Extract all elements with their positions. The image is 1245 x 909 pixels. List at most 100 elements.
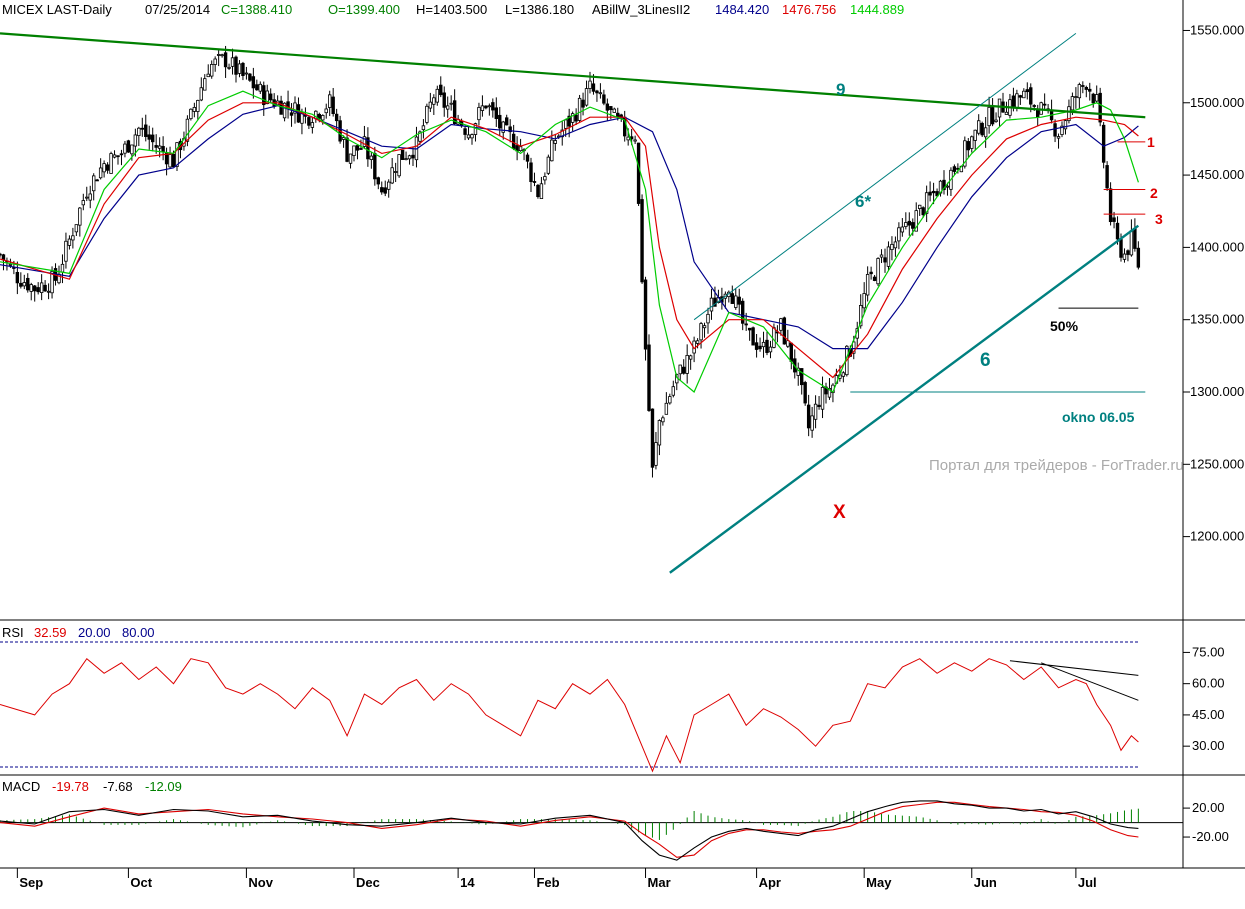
- candle-body: [366, 137, 370, 160]
- price-panel: 1550.000 1500.000 1450.000 1400.000 1350.000…: [0, 22, 1244, 574]
- label-3: 3: [1155, 211, 1163, 227]
- candle-body: [19, 282, 23, 287]
- candle-body: [151, 134, 155, 143]
- rsi-title: RSI: [2, 625, 24, 640]
- candle-body: [126, 140, 131, 153]
- candle-body: [1032, 105, 1036, 107]
- candle-body: [334, 113, 339, 122]
- candle-body: [116, 155, 120, 158]
- candle-body: [282, 102, 287, 119]
- candle-body: [761, 341, 766, 348]
- label-1: 1: [1147, 134, 1155, 150]
- rsi-ytick-label: 45.00: [1192, 707, 1225, 722]
- candle-body: [1036, 109, 1040, 118]
- candle-body: [234, 56, 238, 75]
- candle-body: [210, 64, 214, 77]
- candle-body: [196, 100, 200, 112]
- candle-body: [661, 417, 665, 423]
- candle-body: [900, 226, 905, 233]
- macd-value-2: -7.68: [103, 779, 133, 794]
- candle-body: [324, 108, 328, 114]
- candle-body: [1067, 106, 1071, 122]
- candle-body: [581, 99, 585, 108]
- candle-body: [546, 156, 551, 174]
- candle-body: [387, 181, 391, 190]
- candle-body: [1091, 93, 1095, 104]
- xtick-label: 14: [460, 875, 475, 890]
- label-50-percent: 50%: [1050, 318, 1079, 334]
- candle-body: [859, 305, 863, 327]
- candle-body: [570, 113, 575, 123]
- candle-body: [886, 246, 891, 267]
- candle-body: [643, 279, 648, 350]
- candle-body: [498, 114, 502, 129]
- candle-body: [373, 153, 377, 180]
- candle-body: [92, 175, 96, 192]
- rsi-ytick-label: 60.00: [1192, 676, 1225, 691]
- candle-body: [223, 52, 228, 68]
- candle-body: [671, 386, 675, 396]
- xtick-label: Sep: [19, 875, 43, 890]
- candle-body: [1022, 90, 1026, 99]
- candle-body: [911, 222, 915, 229]
- candle-body: [109, 153, 113, 174]
- candle-body: [50, 271, 54, 294]
- xtick-label: Nov: [248, 875, 273, 890]
- candle-body: [421, 125, 426, 131]
- candle-body: [307, 117, 311, 126]
- candle-body: [71, 235, 75, 241]
- candle-body: [1074, 96, 1078, 98]
- candle-body: [22, 282, 26, 287]
- candle-body: [1108, 188, 1113, 223]
- candle-body: [369, 155, 374, 160]
- candle-body: [789, 342, 793, 362]
- candle-body: [189, 108, 193, 120]
- candle-body: [682, 366, 686, 374]
- candle-body: [1042, 103, 1047, 106]
- candle-body: [43, 284, 47, 292]
- candle-body: [168, 154, 172, 168]
- candle-body: [709, 297, 714, 312]
- candle-body: [786, 340, 790, 347]
- candle-body: [390, 167, 394, 184]
- candle-body: [262, 85, 266, 106]
- candle-body: [237, 63, 242, 74]
- candle-body: [26, 277, 30, 291]
- candle-body: [470, 134, 474, 139]
- candle-body: [1060, 125, 1064, 135]
- candle-body: [650, 408, 655, 468]
- candle-body: [60, 263, 65, 273]
- candle-body: [74, 224, 79, 233]
- candle-body: [841, 372, 846, 377]
- candle-body: [137, 127, 141, 137]
- candle-body: [439, 84, 443, 96]
- candle-body: [432, 97, 436, 105]
- candle-body: [88, 193, 92, 201]
- candle-body: [1084, 87, 1088, 90]
- candle-body: [491, 102, 495, 111]
- candle-body: [702, 325, 707, 329]
- candle-body: [1115, 222, 1120, 240]
- candle-body: [980, 122, 984, 136]
- candle-body: [963, 140, 967, 167]
- rsi-panel: 75.00 60.00 45.00 30.00: [0, 641, 1225, 773]
- price-ytick-label: 1500.000: [1190, 95, 1244, 110]
- header-indicator: ABillW_3LinesII2: [592, 2, 690, 17]
- candle-body: [567, 115, 571, 127]
- candle-body: [994, 119, 998, 122]
- candle-body: [1015, 93, 1019, 109]
- trend-line: [669, 224, 1140, 574]
- candle-body: [0, 253, 2, 256]
- candle-body: [321, 115, 325, 121]
- label-9: 9: [836, 80, 845, 99]
- header-low: L=1386.180: [505, 2, 574, 17]
- candle-body: [987, 106, 991, 127]
- candle-body: [904, 222, 908, 227]
- candle-body: [588, 80, 592, 89]
- xtick-label: Oct: [130, 875, 152, 890]
- candle-body: [977, 120, 981, 134]
- candle-body: [265, 90, 269, 105]
- candle-body: [553, 140, 557, 144]
- candle-body: [1056, 136, 1061, 139]
